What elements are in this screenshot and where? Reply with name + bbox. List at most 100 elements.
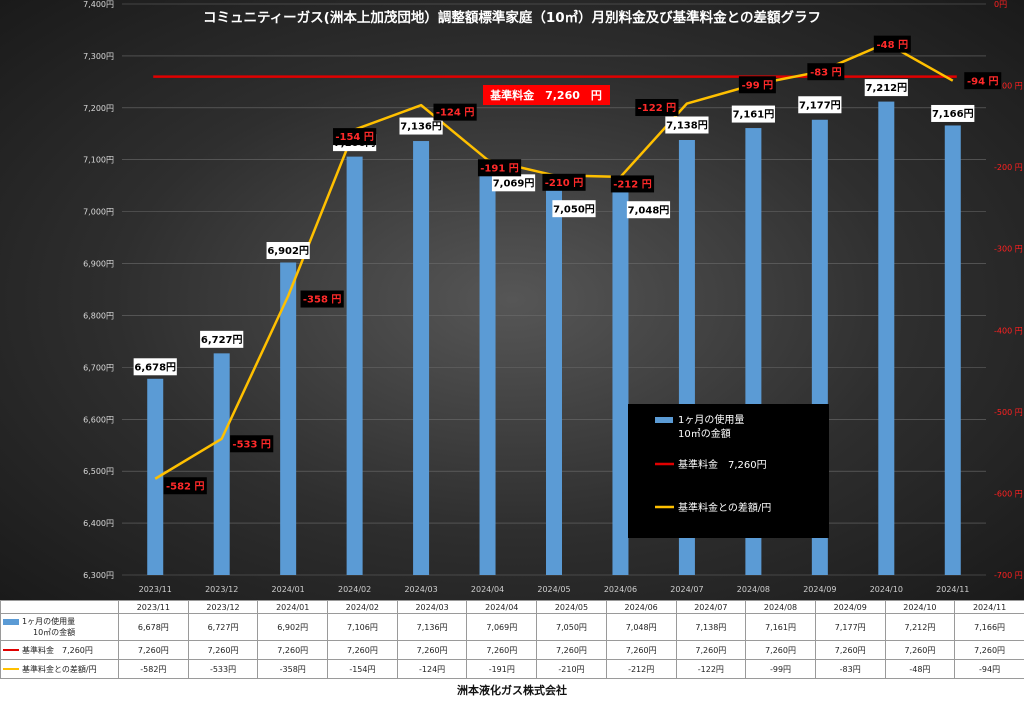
table-header-cell: 2024/01 — [257, 600, 329, 614]
base-price-label-text: 基準料金 7,260 円 — [489, 88, 602, 102]
x-tick-label: 2023/12 — [205, 585, 238, 594]
diff-value-label: -83 円 — [807, 63, 845, 81]
bar-value-label: 6,902円 — [266, 242, 310, 260]
bar-value-label: 7,069円 — [491, 174, 536, 192]
table-header-cell: 2024/10 — [884, 600, 956, 614]
x-tick-label: 2023/11 — [139, 585, 172, 594]
x-tick-label: 2024/01 — [272, 585, 305, 594]
table-cell-usage: 6,678円 — [118, 613, 189, 641]
y-left-tick-label: 7,000円 — [83, 208, 114, 217]
bar-value-label-bg — [665, 116, 709, 134]
table-cell-base: 7,260円 — [466, 640, 538, 660]
bar — [213, 353, 230, 575]
x-tick-label: 2024/09 — [803, 585, 836, 594]
diff-value-label: -358 円 — [300, 290, 344, 308]
chart-svg: 6,300円 6,400円 6,500円 6,600円 6,700円 6,800円 6,90… — [83, 0, 1023, 594]
diff-value-label-text: -154 円 — [335, 131, 374, 143]
diff-value-label: -154 円 — [333, 128, 377, 146]
bar-key-icon — [3, 618, 19, 625]
diff-value-label-text: -94 円 — [967, 75, 999, 87]
table-header-cell: 2024/02 — [327, 600, 398, 614]
diff-value-label-text: -582 円 — [166, 480, 205, 492]
diff-value-label-bg — [230, 435, 274, 453]
y-right-tick-label: -300 円 — [994, 245, 1023, 254]
table-header-cell: 2024/03 — [396, 600, 468, 614]
bar-value-label-text: 6,678円 — [134, 361, 176, 373]
bar-value-label-text: 6,727円 — [201, 334, 243, 346]
table-cell-diff: -210円 — [536, 659, 607, 679]
y-right-tick-label: -600 円 — [994, 489, 1023, 498]
diff-value-label: -191 円 — [477, 159, 522, 177]
bar-value-label-bg — [266, 242, 310, 260]
diff-value-label: -99 円 — [738, 76, 776, 94]
diff-value-label: -210 円 — [542, 173, 586, 191]
diff-value-label-bg — [433, 103, 477, 121]
table-cell-diff: -154円 — [327, 659, 398, 679]
table-row-label: 基準料金との差額/円 — [0, 659, 119, 679]
table-cell-base: 7,260円 — [257, 640, 329, 660]
bar-value-label-text: 7,177円 — [799, 99, 841, 111]
y-left-tick-label: 6,300円 — [83, 571, 114, 580]
bar-value-label-text: 6,902円 — [267, 245, 309, 257]
table-cell-diff: -124円 — [396, 659, 468, 679]
diff-value-label: -94 円 — [964, 72, 1002, 90]
bar — [413, 141, 430, 576]
footer-company: 洲本液化ガス株式会社 — [457, 684, 567, 697]
table-row-label: 1ヶ月の使用量 10㎥の金額 — [0, 613, 119, 641]
bar — [546, 185, 562, 575]
x-tick-label: 2024/10 — [870, 585, 903, 594]
table-cell-base: 7,260円 — [675, 640, 747, 660]
table-cell-base: 7,260円 — [396, 640, 468, 660]
diff-value-label-bg — [542, 173, 586, 191]
diff-value-label-bg — [807, 63, 845, 81]
yellow-line-key-icon — [3, 668, 19, 670]
table-row-diff: 基準料金との差額/円 -582円 -533円 -358円 -154円 -124円 -191… — [0, 659, 1024, 679]
x-tick-label: 2024/02 — [338, 585, 371, 594]
bar-value-label-bg — [931, 104, 975, 122]
x-tick-label: 2024/07 — [670, 585, 703, 594]
table-cell-usage: 7,106円 — [327, 613, 398, 641]
diff-value-label-text: -124 円 — [436, 107, 475, 119]
bar-value-label: 7,212円 — [864, 79, 908, 97]
diff-value-label-bg — [300, 290, 344, 308]
table-header-cell: 2024/06 — [605, 600, 677, 614]
bar-value-label: 7,177円 — [798, 96, 842, 114]
table-header-cell: 2024/05 — [536, 600, 607, 614]
table-header-row: 2023/11 2023/12 2024/01 2024/02 2024/03 2024/… — [0, 600, 1024, 614]
base-price-label-bg — [483, 85, 610, 105]
diff-value-label: -122 円 — [635, 99, 679, 117]
diff-value-label-text: -191 円 — [480, 162, 519, 174]
bar-value-label-bg — [798, 96, 842, 114]
y-left-tick-label: 7,100円 — [83, 156, 114, 165]
bar — [346, 156, 363, 575]
y-right-tick-label: 0円 — [994, 0, 1007, 9]
bar-value-label: 7,136円 — [399, 117, 443, 135]
bar — [944, 125, 961, 575]
table-cell-base: 7,260円 — [187, 640, 259, 660]
table-header-cell: 2024/09 — [814, 600, 886, 614]
bar-value-label: 7,161円 — [731, 105, 775, 123]
table-row3-label: 基準料金との差額/円 — [22, 664, 97, 674]
bar-value-label-text: 7,138円 — [666, 120, 708, 132]
bar-value-label-bg — [626, 201, 671, 219]
table-cell-diff: -83円 — [814, 659, 886, 679]
diff-value-label-bg — [163, 477, 207, 495]
table-cell-diff: -582円 — [118, 659, 189, 679]
bar-value-label-text: 7,166円 — [932, 108, 974, 120]
diff-value-label-text: -533 円 — [232, 438, 271, 450]
diff-value-label: -124 円 — [433, 103, 477, 121]
diff-value-label-text: -99 円 — [742, 79, 774, 91]
bar-value-label: 6,727円 — [200, 330, 244, 348]
bar — [280, 262, 297, 575]
diff-value-label-bg — [333, 128, 377, 146]
diff-value-label-text: -210 円 — [545, 177, 584, 189]
diff-value-label-bg — [738, 76, 776, 94]
diff-value-label: -212 円 — [610, 175, 655, 193]
bar-value-label-text: 7,069円 — [493, 177, 535, 189]
diff-value-label-text: -83 円 — [810, 66, 842, 78]
bar-value-label: 7,138円 — [665, 116, 709, 134]
bar-value-label: 7,050円 — [552, 200, 596, 218]
table-cell-base: 7,260円 — [745, 640, 816, 660]
diff-value-label: -533 円 — [230, 435, 274, 453]
table-row2-label: 基準料金 7,260円 — [22, 645, 93, 655]
